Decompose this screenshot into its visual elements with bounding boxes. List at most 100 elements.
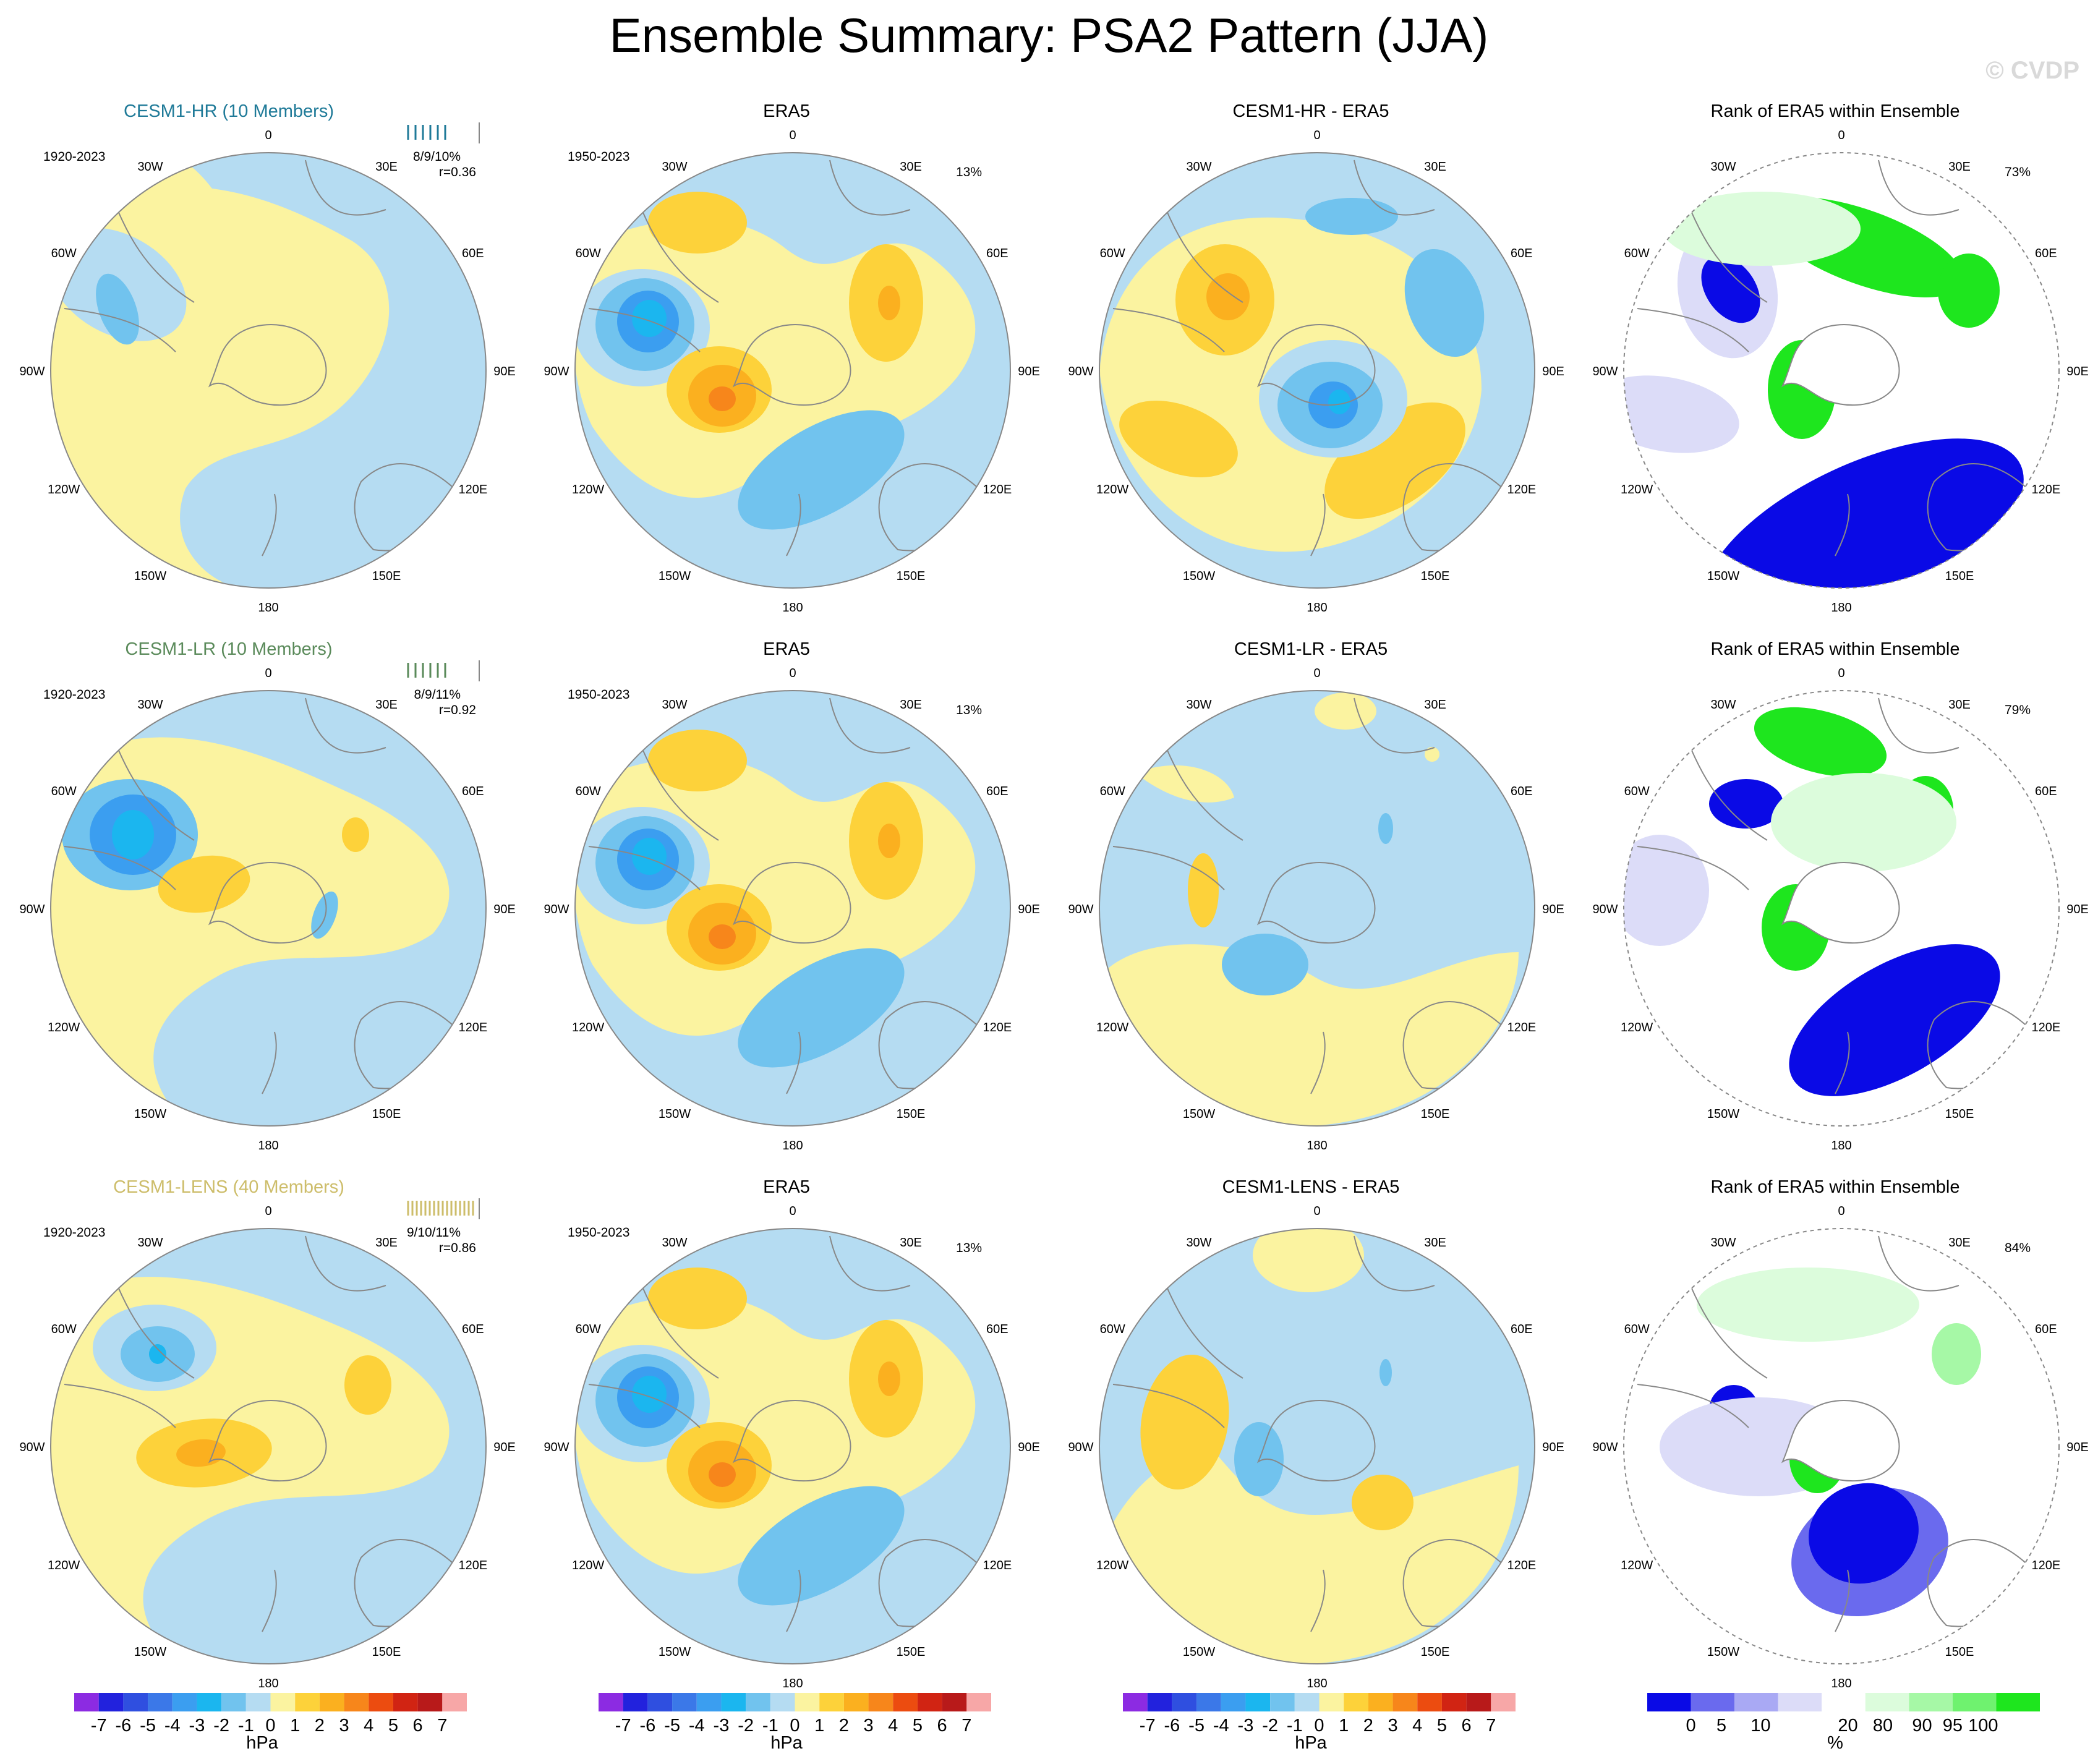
map-field: [1099, 691, 1535, 1126]
lon-tick-label: 120E: [2031, 483, 2060, 496]
lon-tick-label: 0: [789, 1204, 796, 1218]
lon-tick-label: 90W: [1592, 1441, 1618, 1454]
lon-tick-label: 180: [1831, 1677, 1851, 1690]
map-boundary: [1623, 690, 2060, 1127]
colorbar-swatch: [1392, 1693, 1418, 1711]
lon-tick-label: 90E: [2066, 903, 2089, 916]
lon-tick-label: 30E: [1948, 160, 1971, 174]
colorbar-swatch: [1778, 1693, 1822, 1711]
lon-tick-label: 150E: [372, 1645, 401, 1659]
antarctica-outline: [208, 1400, 327, 1482]
lon-tick-label: 90W: [1068, 1441, 1093, 1454]
colorbar-tick-label: -4: [689, 1716, 705, 1736]
colorbar-swatch: [442, 1693, 467, 1711]
colorbar-swatch: [1822, 1693, 1866, 1711]
colorbar-tick-label: 95: [1943, 1716, 1963, 1736]
lon-tick-label: 0: [1838, 129, 1844, 142]
colorbar-swatch: [623, 1693, 648, 1711]
variance-pct-label: 13%: [956, 703, 982, 717]
panel-title: ERA5: [763, 1177, 810, 1197]
africa-coast: [1878, 1235, 1959, 1292]
antarctica-outline: [732, 1400, 851, 1482]
africa-coast: [305, 697, 386, 754]
pos-anomaly-center: [709, 1462, 736, 1487]
colorbar-tick-label: 1: [1339, 1716, 1349, 1736]
lon-tick-label: 30E: [1948, 1236, 1971, 1250]
colorbar-tick-label: 6: [413, 1716, 423, 1736]
yellow-dot: [1425, 747, 1439, 762]
rank-low-region: [1809, 1483, 1919, 1584]
period-label: 1920-2023: [43, 150, 105, 164]
new-zealand-outline: [1310, 1031, 1326, 1094]
lon-tick-label: 150W: [659, 1107, 691, 1121]
lon-tick-label: 90W: [19, 903, 45, 916]
map-svg: 0 30E 60E 90E 120E 150E 180 150W 120W 90W 60W 30W 19…: [544, 1204, 1039, 1690]
colorbar-hpa-svg: -7 -6 -5 -4 -3 -2 -1 0 1 2 3 4 5 6 7 hPa: [1123, 1693, 1516, 1753]
neg-anomaly-core: [149, 1344, 166, 1364]
map-panel: CESM1-LENS - ERA5 0 30E 60E 90E 120E 150E 180 15…: [1049, 1169, 1573, 1706]
africa-coast: [1354, 160, 1435, 216]
panel-title: CESM1-LR (10 Members): [125, 639, 333, 659]
colorbar-tick-label: -7: [1140, 1716, 1156, 1736]
colorbar-swatch: [1491, 1693, 1516, 1711]
colorbar-tick-label: -2: [213, 1716, 229, 1736]
lon-tick-label: 150W: [659, 569, 691, 583]
lon-tick-label: 90E: [1542, 1441, 1564, 1454]
panel-title: Rank of ERA5 within Ensemble: [1710, 101, 1960, 121]
lon-tick-label: 120W: [1096, 1021, 1128, 1034]
lon-tick-label: 30E: [1424, 698, 1446, 712]
panel-title: ERA5: [763, 101, 810, 121]
map-svg: 0 30E 60E 90E 120E 150E 180 150W 120W 90W 60W 30W 84…: [1592, 1204, 2088, 1690]
colorbar-tick-label: 0: [1686, 1716, 1695, 1736]
colorbar-swatch: [1221, 1693, 1246, 1711]
lon-tick-label: 0: [265, 129, 271, 142]
colorbar-rank-svg: 0 5 10 20 80 90 95 100%: [1647, 1693, 2040, 1753]
map-field: [1099, 1229, 1535, 1664]
colorbar-tick-label: 100: [1968, 1716, 1998, 1736]
lon-tick-label: 150E: [372, 569, 401, 583]
lon-tick-label: 180: [1307, 601, 1327, 615]
pos-anomaly-small: [342, 817, 369, 852]
lon-tick-label: 180: [1307, 1139, 1327, 1153]
pos-anomaly-east-core: [878, 824, 900, 858]
lon-tick-label: 150W: [1183, 569, 1215, 583]
neg-anomaly-small: [1378, 813, 1393, 844]
lon-tick-label: 0: [1313, 129, 1320, 142]
rank-high-region-3: [1938, 254, 2000, 328]
lon-tick-label: 30E: [1424, 160, 1446, 174]
colorbar-swatch: [197, 1693, 222, 1711]
colorbar-swatch: [344, 1693, 369, 1711]
colorbar-tick-label: 1: [290, 1716, 300, 1736]
yellow-patch-top: [1253, 1229, 1364, 1292]
lon-tick-label: 180: [782, 1677, 803, 1690]
lon-tick-label: 180: [258, 601, 278, 615]
colorbar-swatch: [295, 1693, 320, 1711]
new-zealand-outline: [1835, 1031, 1850, 1094]
lon-tick-label: 0: [1313, 1204, 1320, 1218]
colorbar-swatch: [868, 1693, 893, 1711]
pos-anomaly-center: [709, 386, 736, 411]
colorbar-tick-label: -5: [1188, 1716, 1205, 1736]
colorbar-swatch: [1647, 1693, 1691, 1711]
lon-tick-label: 180: [1831, 601, 1851, 615]
lon-tick-label: 90E: [1542, 365, 1564, 378]
colorbar-swatch: [123, 1693, 148, 1711]
lon-tick-label: 30E: [375, 160, 398, 174]
colorbar-swatch: [1466, 1693, 1491, 1711]
lon-tick-label: 60E: [1511, 785, 1533, 798]
pos-anomaly-north: [648, 192, 747, 254]
lon-tick-label: 90W: [19, 1441, 45, 1454]
africa-coast: [1354, 697, 1435, 754]
lon-tick-label: 60E: [2035, 247, 2057, 260]
lon-tick-label: 120W: [572, 483, 604, 496]
colorbar-hpa-3: -7 -6 -5 -4 -3 -2 -1 0 1 2 3 4 5 6 7 hPa: [1049, 1687, 1573, 1753]
lon-tick-label: 150W: [1183, 1107, 1215, 1121]
rank-high-light: [1771, 773, 1956, 872]
lon-tick-label: 90W: [544, 365, 569, 378]
lon-tick-label: 60E: [1511, 247, 1533, 260]
map-svg: 0 30E 60E 90E 120E 150E 180 150W 120W 90W 60W 30W: [1068, 129, 1564, 615]
map-panel: Rank of ERA5 within Ensemble 0 30E 60E 90E 12…: [1573, 1169, 2097, 1706]
colorbar-swatch: [1368, 1693, 1393, 1711]
pos-anomaly: [1140, 1354, 1229, 1490]
colorbar-swatch: [1172, 1693, 1197, 1711]
